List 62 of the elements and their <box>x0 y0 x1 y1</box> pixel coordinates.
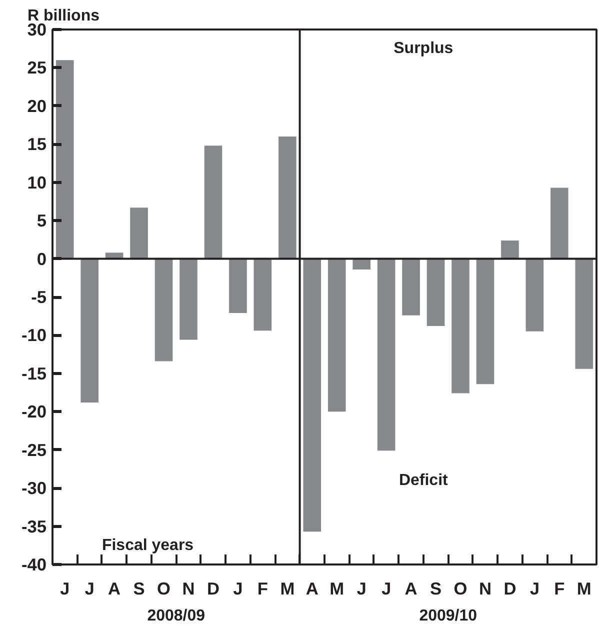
bar <box>550 188 568 259</box>
bar <box>328 258 346 412</box>
x-tick-label: S <box>430 578 442 598</box>
text: 2008/09 <box>147 608 206 624</box>
bar <box>352 258 370 270</box>
y-tick-label: -35 <box>21 516 47 536</box>
x-tick-label: A <box>306 578 319 598</box>
x-tick-label: F <box>257 578 268 598</box>
annotation: Deficit <box>398 472 449 489</box>
bar <box>229 258 247 314</box>
y-tick-label: -40 <box>21 554 46 574</box>
bar <box>303 258 322 532</box>
bar <box>452 258 470 394</box>
bar <box>501 240 519 259</box>
y-tick-label: 0 <box>36 248 47 269</box>
text: 2009/10 <box>419 608 478 624</box>
y-tick-label: -10 <box>21 325 46 346</box>
x-tick-label: A <box>404 578 418 598</box>
y-tick-label: -15 <box>21 363 47 384</box>
x-tick-label: J <box>84 578 94 598</box>
bar <box>154 258 173 362</box>
x-tick-label: S <box>133 578 145 598</box>
y-tick-label: 25 <box>27 58 47 78</box>
y-tick-label: -30 <box>21 478 46 498</box>
bar <box>254 258 272 331</box>
x-tick-label: J <box>356 578 366 598</box>
bar <box>377 258 396 451</box>
x-tick-label: M <box>330 578 344 598</box>
x-tick-label: D <box>504 578 516 598</box>
y-tick-label: 5 <box>36 210 47 231</box>
x-tick-label: J <box>60 578 70 598</box>
y-tick-label: 10 <box>27 172 47 192</box>
bar <box>80 258 98 402</box>
x-tick-label: N <box>478 578 492 598</box>
y-tick-label: -20 <box>21 402 46 422</box>
x-tick-label: O <box>454 578 468 598</box>
x-tick-label: J <box>530 578 540 598</box>
bar <box>526 258 544 332</box>
bar <box>426 258 445 326</box>
x-tick-label: A <box>108 578 122 598</box>
y-tick-label: 15 <box>27 134 47 154</box>
x-tick-label: O <box>157 578 171 598</box>
annotation: Surplus <box>394 40 454 58</box>
y-tick-label: 20 <box>27 96 47 116</box>
bar <box>575 258 594 369</box>
x-tick-label: J <box>233 578 243 598</box>
x-tick-label: F <box>554 578 565 598</box>
bar <box>180 258 198 340</box>
bar <box>204 146 222 259</box>
annotation: Fiscal years <box>102 536 194 554</box>
bar <box>278 136 296 259</box>
x-tick-label: J <box>382 578 392 598</box>
x-tick-label: M <box>576 578 592 598</box>
bar <box>476 258 494 384</box>
y-tick-label: -5 <box>31 287 47 307</box>
x-tick-label: D <box>206 578 220 598</box>
y-tick-label: -25 <box>21 440 47 460</box>
bar <box>56 60 74 259</box>
bar <box>402 258 420 316</box>
bar <box>130 208 148 259</box>
x-tick-label: N <box>182 578 195 598</box>
x-tick-label: M <box>280 578 295 598</box>
